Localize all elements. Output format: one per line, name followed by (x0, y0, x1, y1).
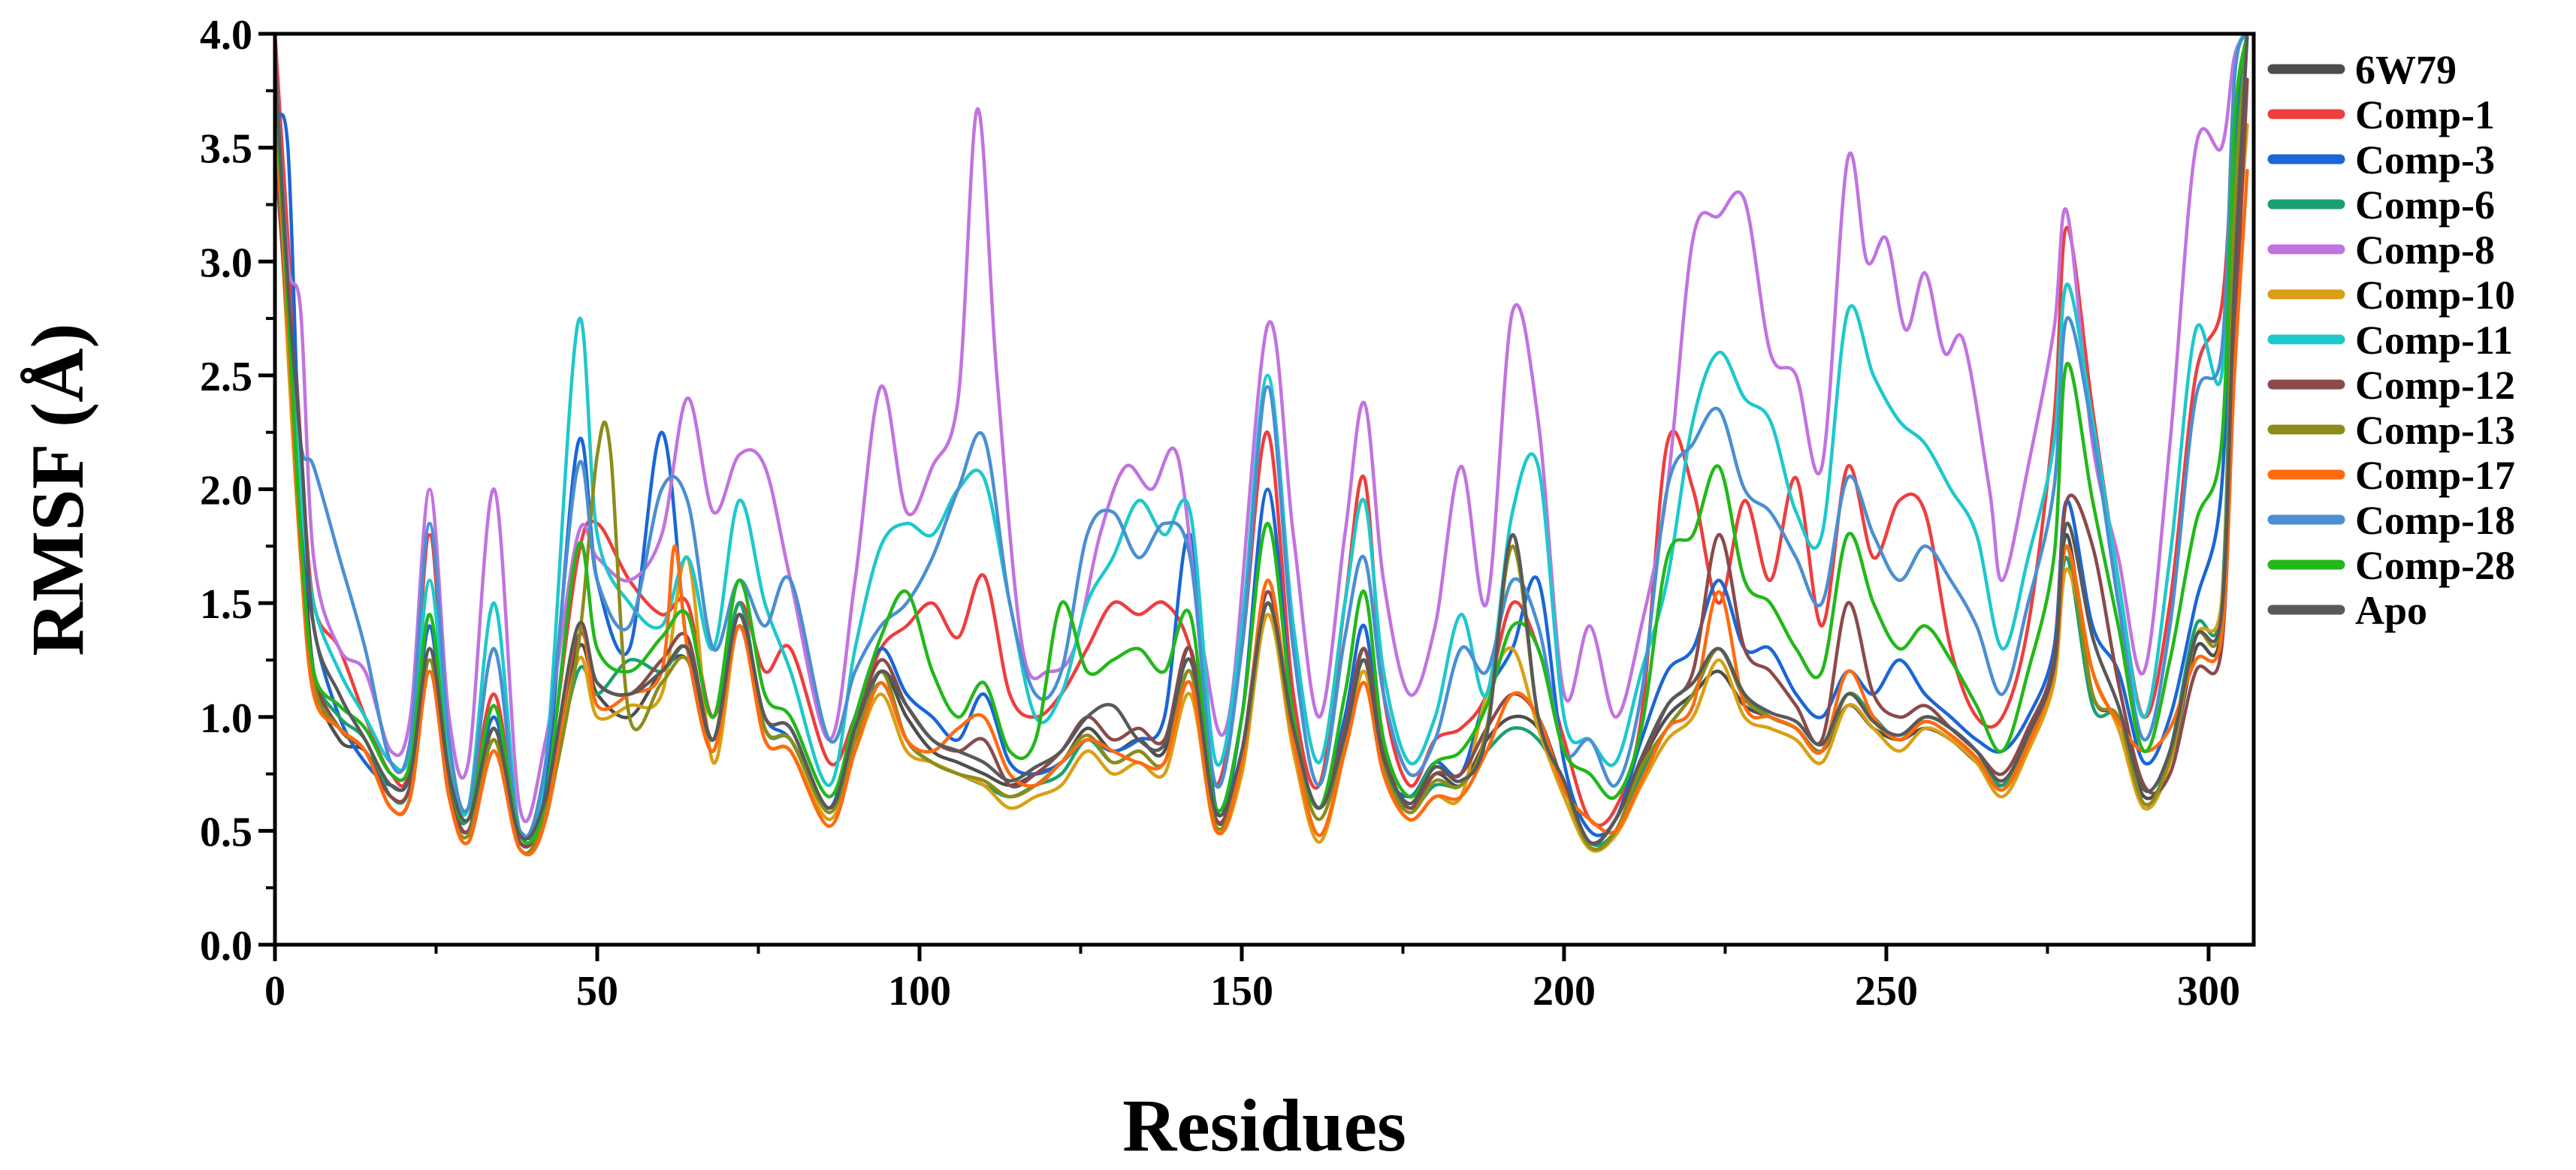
y-tick-label: 1.0 (200, 695, 252, 742)
series-line-comp-28 (275, 34, 2249, 845)
series-line-comp-6 (275, 34, 2249, 848)
series-layer (275, 34, 2249, 857)
legend-label-comp-11: Comp-11 (2355, 318, 2513, 363)
y-tick-label: 3.0 (200, 240, 252, 286)
x-tick-label: 150 (1210, 968, 1273, 1015)
series-line-comp-10 (275, 100, 2249, 855)
series-line-comp-11 (275, 34, 2249, 846)
legend: 6W79Comp-1Comp-3Comp-6Comp-8Comp-10Comp-… (2267, 47, 2515, 633)
legend-label-6w79: 6W79 (2355, 47, 2457, 92)
legend-label-comp-1: Comp-1 (2355, 92, 2495, 137)
x-tick-label: 200 (1533, 968, 1596, 1015)
x-tick-label: 0 (264, 968, 285, 1015)
legend-label-comp-6: Comp-6 (2355, 182, 2495, 228)
y-tick-label: 2.0 (200, 468, 252, 514)
x-tick-label: 50 (576, 968, 618, 1015)
legend-label-comp-13: Comp-13 (2355, 408, 2515, 453)
legend-label-comp-28: Comp-28 (2355, 543, 2515, 588)
series-line-comp-17 (275, 100, 2249, 857)
x-tick-label: 300 (2177, 968, 2240, 1015)
x-axis-title: Residues (1122, 1084, 1406, 1167)
y-tick-label: 0.5 (200, 809, 252, 855)
axis-ticks: 0 50 100 150 200 250 300 0.0 0.5 1.0 1.5 2.0 2.5 3.0 3… (200, 12, 2240, 1015)
series-line-apo (275, 34, 2249, 846)
legend-label-comp-10: Comp-10 (2355, 273, 2515, 318)
x-tick-label: 100 (888, 968, 951, 1015)
legend-label-comp-12: Comp-12 (2355, 363, 2515, 408)
y-tick-label: 0.0 (200, 923, 252, 969)
y-tick-label: 1.5 (200, 581, 252, 628)
y-axis-title: RMSF (Å) (16, 323, 99, 656)
y-tick-label: 2.5 (200, 354, 252, 400)
x-tick-label: 250 (1855, 968, 1918, 1015)
series-line-6w79 (275, 34, 2249, 849)
series-line-comp-8 (275, 34, 2249, 823)
series-line-comp-18 (275, 34, 2249, 839)
legend-label-apo: Apo (2355, 588, 2427, 633)
legend-label-comp-8: Comp-8 (2355, 228, 2495, 273)
legend-label-comp-3: Comp-3 (2355, 137, 2495, 182)
y-tick-label: 4.0 (200, 12, 252, 59)
legend-label-comp-18: Comp-18 (2355, 498, 2515, 543)
legend-label-comp-17: Comp-17 (2355, 453, 2515, 498)
y-tick-label: 3.5 (200, 126, 252, 173)
